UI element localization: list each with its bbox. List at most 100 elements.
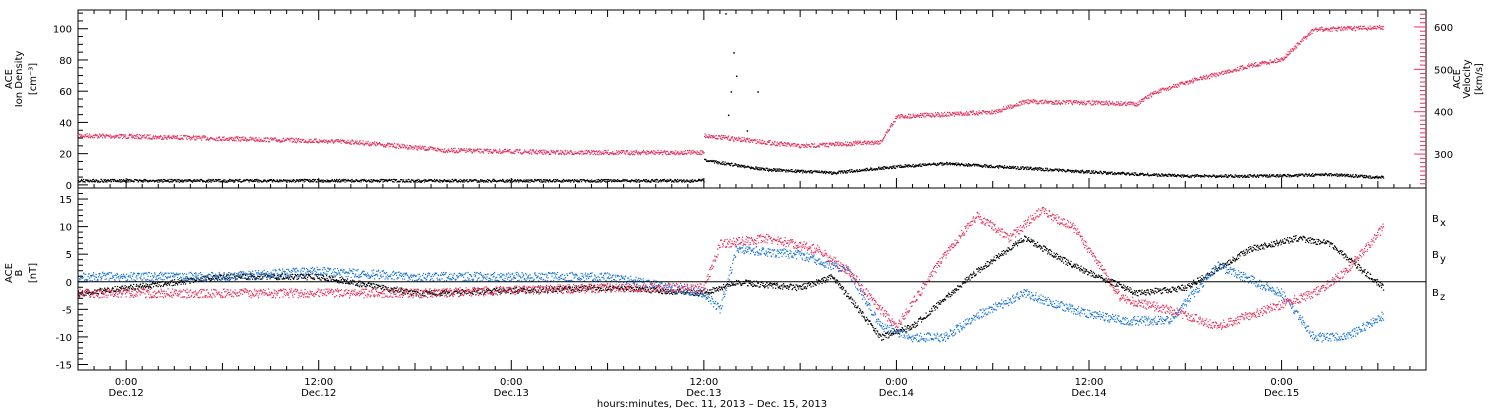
velocity-series-point [1030, 99, 1032, 101]
density-series-point [811, 172, 813, 174]
velocity-series-point [180, 134, 182, 137]
velocity-series-point [123, 136, 125, 138]
density-series-point [740, 166, 742, 168]
velocity-series-point [87, 135, 89, 137]
velocity-series-point [86, 133, 88, 135]
velocity-series-point [916, 116, 918, 118]
velocity-series-point [341, 140, 343, 142]
velocity-series-point [412, 148, 414, 151]
density-series-point [229, 180, 231, 183]
velocity-series-point [792, 145, 794, 147]
velocity-series-point [194, 138, 196, 140]
velocity-series-point [514, 152, 516, 155]
density-series-point [524, 180, 526, 182]
density-series-point [445, 180, 447, 182]
density-series-point [1071, 169, 1073, 171]
velocity-series-point [1346, 27, 1348, 29]
density-series-point [87, 179, 89, 181]
density-series-point [922, 164, 924, 166]
velocity-series-point [403, 144, 405, 146]
plot-data-layer [78, 13, 1385, 343]
density-series-point [288, 180, 290, 182]
density-series-point [239, 180, 241, 182]
velocity-series-point [218, 136, 220, 138]
velocity-series-point [336, 139, 338, 141]
velocity-series-point [604, 149, 606, 151]
velocity-series-point [482, 150, 484, 153]
velocity-series-point [275, 140, 277, 142]
velocity-series-point [904, 117, 906, 119]
density-series-point [1182, 174, 1184, 176]
velocity-series-point [1224, 72, 1226, 74]
velocity-series-point [297, 140, 299, 142]
density-series-point [103, 181, 105, 183]
density-series-point [690, 180, 692, 182]
velocity-series-point [810, 146, 812, 148]
velocity-series-point [723, 135, 725, 137]
density-series-point [904, 166, 906, 168]
velocity-series-point [1122, 103, 1124, 105]
density-series-point [183, 180, 185, 182]
velocity-series-point [578, 152, 580, 154]
velocity-series-point [1189, 80, 1191, 82]
density-series-point [725, 164, 727, 166]
velocity-series-point [1352, 28, 1354, 30]
velocity-series-point [1167, 87, 1169, 89]
velocity-series-point [1166, 89, 1168, 91]
velocity-series-point [1032, 102, 1034, 104]
density-series-point [1136, 174, 1138, 176]
velocity-series-point [650, 152, 652, 154]
velocity-series-point [857, 140, 859, 142]
density-series-point [1024, 168, 1026, 170]
velocity-series-point [409, 145, 411, 147]
velocity-series-point [681, 151, 683, 153]
velocity-series-point [852, 143, 854, 145]
density-series-point [206, 179, 208, 182]
density-series-point [838, 171, 840, 173]
velocity-series-point [1187, 81, 1189, 83]
velocity-series-point [836, 141, 838, 144]
velocity-series-point [1079, 104, 1081, 106]
velocity-series-point [160, 135, 162, 137]
velocity-series-point [767, 141, 769, 143]
density-series-point [1030, 167, 1032, 169]
velocity-series-point [1259, 62, 1261, 64]
density-series-point [1103, 170, 1105, 173]
velocity-series-point [1193, 79, 1195, 81]
velocity-series-point [1047, 102, 1049, 105]
density-series-point [1034, 167, 1036, 169]
velocity-series-point [1380, 25, 1382, 27]
velocity-series-point [129, 133, 131, 135]
density-series-point [638, 179, 640, 181]
velocity-series-point [443, 151, 445, 153]
velocity-series-point [503, 150, 505, 152]
density-series-point [337, 181, 339, 183]
velocity-series-point [581, 150, 583, 152]
density-series-point [489, 180, 491, 182]
density-series-point [1083, 172, 1085, 174]
velocity-series-point [693, 152, 695, 154]
density-series-point [143, 180, 145, 182]
velocity-series-point [545, 152, 547, 154]
velocity-series-point [600, 153, 602, 155]
velocity-series-point [132, 137, 134, 139]
velocity-series-point [1148, 97, 1150, 99]
density-series-point [217, 179, 219, 181]
velocity-series-point [188, 135, 190, 137]
velocity-series-point [862, 141, 864, 143]
velocity-series-point [301, 141, 303, 143]
velocity-series-point [308, 139, 310, 141]
velocity-series-point [1107, 103, 1109, 105]
velocity-series-point [1365, 27, 1367, 30]
density-series-point [379, 181, 381, 183]
velocity-series-point [263, 140, 265, 142]
velocity-series-point [89, 135, 91, 137]
density-series-point [1143, 174, 1145, 177]
velocity-series-point [528, 150, 530, 152]
density-series-point [1125, 174, 1127, 176]
density-series-point [854, 170, 856, 172]
velocity-series-point [237, 137, 239, 140]
density-series-point [1071, 171, 1073, 173]
density-series-point [516, 180, 518, 182]
velocity-series-point [1021, 103, 1023, 105]
